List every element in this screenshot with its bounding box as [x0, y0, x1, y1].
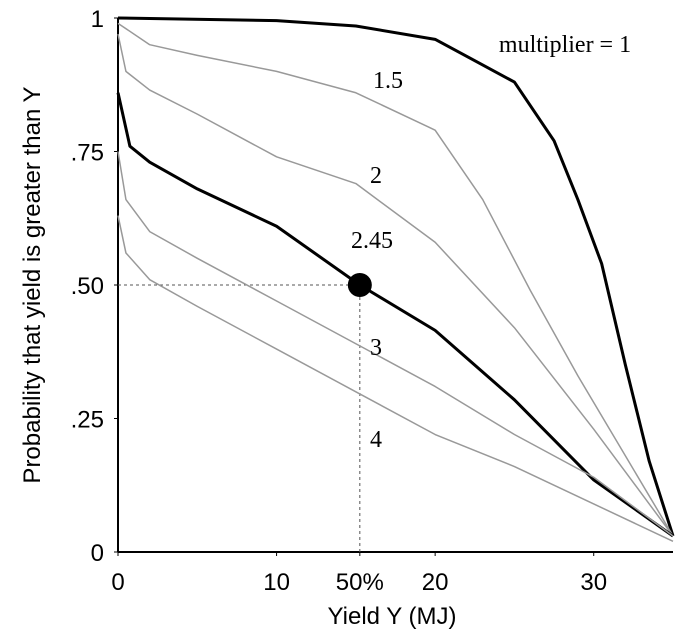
curve [117, 151, 674, 537]
curve-label: 2.45 [351, 228, 393, 254]
curve [117, 16, 675, 537]
curve [117, 215, 674, 542]
x-tick-label: 50% [336, 569, 384, 596]
y-tick-label: .50 [71, 273, 104, 300]
y-tick-label: .25 [71, 407, 104, 434]
curve-label: 1.5 [373, 68, 403, 94]
x-tick-label: 10 [263, 569, 290, 596]
y-tick-label: 1 [91, 6, 104, 33]
x-tick-label: 0 [111, 569, 124, 596]
y-tick-label: .75 [71, 140, 104, 167]
curve-label: multiplier = 1 [499, 32, 631, 58]
y-axis-label: Probability that yield is greater than Y [19, 86, 46, 483]
curve-label: 3 [370, 335, 382, 361]
curve-label: 2 [370, 163, 382, 189]
curve-label: 4 [370, 427, 382, 453]
x-tick-label: 30 [580, 569, 607, 596]
curve [116, 92, 674, 538]
curve [117, 22, 674, 537]
x-tick-label: 20 [422, 569, 449, 596]
x-axis-label: Yield Y (MJ) [328, 603, 457, 630]
marker-point [347, 273, 372, 297]
curve [117, 33, 674, 537]
y-tick-label: 0 [91, 540, 104, 567]
